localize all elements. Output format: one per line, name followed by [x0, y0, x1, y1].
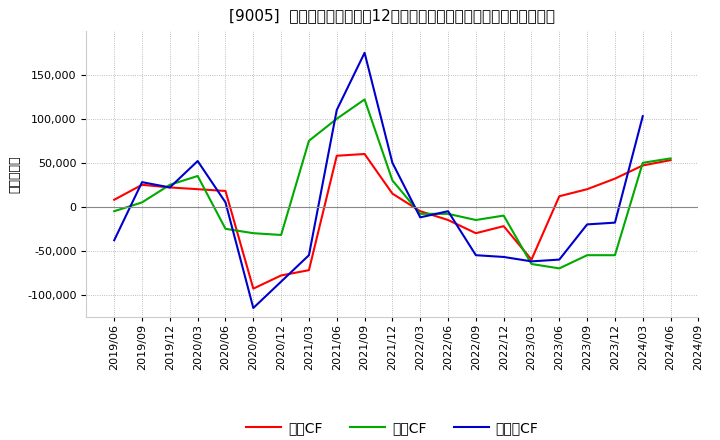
投資CF	[444, 211, 452, 216]
投資CF	[472, 217, 480, 223]
投資CF	[666, 156, 675, 161]
Line: 営業CF: 営業CF	[114, 154, 670, 289]
投資CF	[555, 266, 564, 271]
営業CF	[666, 158, 675, 163]
フリーCF	[639, 114, 647, 119]
Title: [9005]  キャッシュフローの12か月移動合計の対前年同期増減額の推移: [9005] キャッシュフローの12か月移動合計の対前年同期増減額の推移	[230, 7, 555, 23]
フリーCF	[221, 200, 230, 205]
フリーCF	[444, 209, 452, 214]
投資CF	[388, 178, 397, 183]
営業CF	[527, 257, 536, 262]
営業CF	[333, 153, 341, 158]
営業CF	[500, 224, 508, 229]
営業CF	[166, 185, 174, 190]
営業CF	[555, 194, 564, 199]
フリーCF	[110, 238, 119, 243]
営業CF	[305, 268, 313, 273]
フリーCF	[194, 158, 202, 164]
投資CF	[221, 226, 230, 231]
営業CF	[472, 231, 480, 236]
投資CF	[305, 138, 313, 143]
Legend: 営業CF, 投資CF, フリーCF: 営業CF, 投資CF, フリーCF	[240, 415, 544, 440]
Line: フリーCF: フリーCF	[114, 53, 643, 308]
フリーCF	[582, 222, 591, 227]
フリーCF	[527, 259, 536, 264]
投資CF	[249, 231, 258, 236]
営業CF	[582, 187, 591, 192]
営業CF	[138, 182, 146, 187]
投資CF	[194, 173, 202, 179]
投資CF	[110, 209, 119, 214]
投資CF	[582, 253, 591, 258]
投資CF	[416, 211, 425, 216]
フリーCF	[500, 254, 508, 260]
フリーCF	[416, 215, 425, 220]
営業CF	[388, 191, 397, 196]
投資CF	[138, 200, 146, 205]
投資CF	[166, 182, 174, 187]
投資CF	[500, 213, 508, 218]
フリーCF	[388, 160, 397, 165]
営業CF	[249, 286, 258, 291]
営業CF	[444, 217, 452, 223]
営業CF	[611, 176, 619, 181]
フリーCF	[333, 107, 341, 113]
営業CF	[110, 197, 119, 202]
営業CF	[221, 188, 230, 194]
フリーCF	[611, 220, 619, 225]
フリーCF	[305, 253, 313, 258]
営業CF	[194, 187, 202, 192]
Line: 投資CF: 投資CF	[114, 99, 670, 268]
投資CF	[611, 253, 619, 258]
投資CF	[639, 160, 647, 165]
営業CF	[276, 273, 285, 278]
営業CF	[416, 209, 425, 214]
フリーCF	[249, 305, 258, 311]
営業CF	[639, 163, 647, 168]
Y-axis label: （百万円）: （百万円）	[9, 155, 22, 193]
フリーCF	[138, 180, 146, 185]
フリーCF	[555, 257, 564, 262]
投資CF	[360, 97, 369, 102]
投資CF	[276, 232, 285, 238]
営業CF	[360, 151, 369, 157]
フリーCF	[276, 279, 285, 284]
投資CF	[333, 116, 341, 121]
フリーCF	[472, 253, 480, 258]
投資CF	[527, 261, 536, 267]
フリーCF	[166, 185, 174, 190]
フリーCF	[360, 50, 369, 55]
